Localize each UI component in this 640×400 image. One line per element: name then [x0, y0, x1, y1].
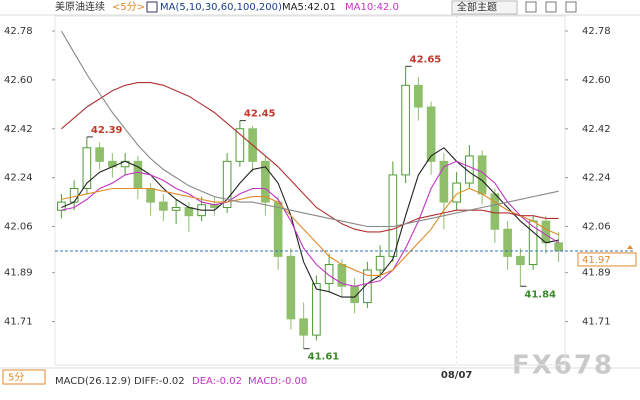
- y-tick-label: 42.06: [582, 222, 611, 233]
- candle-body: [82, 147, 92, 189]
- y-tick-label: 41.89: [582, 268, 611, 279]
- last-price-arrow: [627, 244, 633, 249]
- tool-icon[interactable]: [525, 1, 537, 13]
- plot-area: [54, 15, 566, 366]
- ma10-label: MA10:42.0: [345, 2, 399, 13]
- candle-body: [490, 193, 500, 230]
- candle-body: [312, 283, 321, 336]
- candle-body: [222, 160, 232, 209]
- ma5-label: MA5:42.01: [282, 2, 336, 13]
- y-tick-label: 42.78: [4, 26, 33, 37]
- extreme-label: 42.65: [410, 54, 442, 65]
- tool-icon[interactable]: [545, 1, 557, 13]
- ma-line: [61, 82, 559, 233]
- y-tick-label: 42.24: [4, 173, 33, 184]
- y-tick-label: 42.24: [582, 173, 611, 184]
- candle-body: [414, 84, 423, 108]
- candle-body: [286, 255, 296, 320]
- y-tick-label: 41.71: [4, 317, 33, 328]
- ma-line: [61, 160, 559, 287]
- candle-body: [516, 255, 525, 266]
- extreme-label: 41.84: [524, 289, 556, 300]
- period: <5分>: [112, 1, 145, 13]
- candle-body: [95, 147, 104, 162]
- y-tick-label: 41.89: [4, 268, 33, 279]
- y-tick-label: 42.60: [582, 75, 611, 86]
- candle-body: [503, 228, 512, 257]
- y-tick-label: 42.60: [4, 75, 33, 86]
- period-button-label[interactable]: 5分: [8, 372, 24, 384]
- candle-body: [146, 188, 155, 203]
- ma-params: MA(5,10,30,60,100,200): [160, 2, 282, 13]
- dea-label: DEA:-0.02: [192, 376, 242, 387]
- y-tick-label: 42.42: [4, 124, 33, 135]
- candle-body: [439, 160, 449, 203]
- candle-body: [324, 264, 334, 285]
- macd-value: MACD:-0.00: [248, 376, 307, 387]
- candle-body: [171, 207, 181, 211]
- theme-button[interactable]: [451, 0, 518, 15]
- candle-body: [184, 207, 194, 217]
- extreme-label: 42.39: [91, 125, 123, 136]
- candle-body: [554, 242, 563, 252]
- candle-body: [401, 84, 410, 176]
- last-price-tag: [577, 252, 637, 267]
- candle-body: [426, 106, 436, 162]
- macd-label: MACD(26.12.9): [55, 376, 131, 387]
- last-price-label: 41.97: [582, 255, 611, 266]
- extreme-label: 42.45: [244, 109, 276, 120]
- y-tick-label: 42.06: [4, 222, 33, 233]
- x-tick-label: 08/07: [441, 370, 473, 381]
- y-tick-label: 42.42: [582, 124, 611, 135]
- candle-body: [363, 269, 372, 304]
- candle-body: [273, 201, 283, 257]
- candle-body: [159, 201, 168, 211]
- ma-line: [61, 147, 559, 298]
- tool-icon[interactable]: [565, 1, 577, 13]
- period-button[interactable]: [2, 369, 46, 385]
- candle-body: [235, 128, 245, 162]
- extreme-label: 41.61: [308, 352, 340, 363]
- candle-body: [261, 160, 270, 203]
- ma-line: [60, 30, 559, 228]
- symbol: 美原油连续: [55, 0, 105, 13]
- candle-body: [388, 174, 398, 257]
- ma-icon: [146, 1, 158, 13]
- candle-body: [299, 318, 308, 336]
- y-tick-label: 42.78: [582, 26, 611, 37]
- candle-body: [541, 220, 551, 244]
- ma-line: [61, 187, 559, 276]
- theme-button-label[interactable]: 全部主题: [457, 1, 497, 14]
- y-tick-label: 41.71: [582, 317, 611, 328]
- candle-body: [69, 188, 79, 203]
- diff-label: DIFF:-0.02: [134, 376, 185, 387]
- candle-body: [375, 255, 385, 271]
